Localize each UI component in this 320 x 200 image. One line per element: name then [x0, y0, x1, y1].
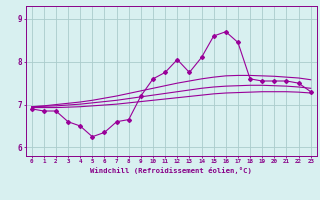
X-axis label: Windchill (Refroidissement éolien,°C): Windchill (Refroidissement éolien,°C)	[90, 167, 252, 174]
